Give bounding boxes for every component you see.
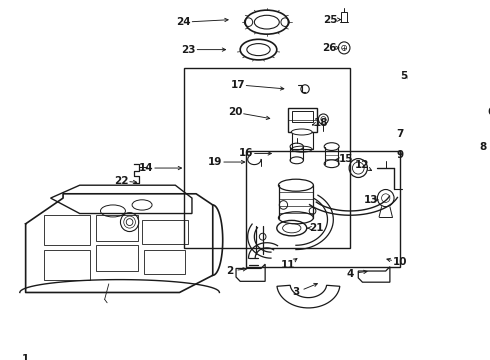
Text: 20: 20 — [228, 107, 243, 117]
Text: 1: 1 — [22, 355, 29, 360]
Text: 8: 8 — [479, 141, 487, 152]
Bar — [246, 151, 400, 267]
Text: 5: 5 — [400, 71, 408, 81]
Text: 6: 6 — [488, 107, 490, 117]
Text: 9: 9 — [396, 150, 403, 160]
Text: 25: 25 — [323, 14, 338, 24]
Text: 23: 23 — [181, 45, 196, 55]
Bar — [184, 68, 350, 248]
Ellipse shape — [292, 129, 312, 135]
Text: 21: 21 — [310, 223, 324, 233]
Text: 7: 7 — [396, 129, 404, 139]
Text: 12: 12 — [355, 161, 369, 171]
Text: 15: 15 — [339, 154, 353, 165]
Bar — [288, 108, 317, 132]
Bar — [413, 134, 421, 148]
Text: 22: 22 — [114, 176, 128, 186]
Text: 16: 16 — [239, 148, 253, 158]
Text: 24: 24 — [176, 17, 191, 27]
Text: 14: 14 — [139, 163, 153, 173]
Bar — [144, 249, 185, 274]
Text: 4: 4 — [346, 269, 354, 279]
Text: 11: 11 — [280, 260, 295, 270]
Bar — [97, 245, 138, 271]
Bar — [97, 215, 138, 241]
Text: 2: 2 — [226, 266, 233, 276]
Bar — [292, 132, 313, 149]
Bar — [44, 215, 90, 245]
Text: 18: 18 — [314, 118, 328, 127]
Bar — [341, 12, 347, 22]
Bar — [292, 111, 313, 122]
Text: 10: 10 — [392, 257, 407, 267]
Bar — [142, 220, 188, 244]
Text: 3: 3 — [293, 288, 299, 297]
Text: 13: 13 — [364, 195, 378, 205]
Text: 26: 26 — [322, 43, 337, 53]
Text: 19: 19 — [208, 157, 222, 167]
Bar — [44, 249, 90, 280]
Text: 17: 17 — [230, 80, 245, 90]
